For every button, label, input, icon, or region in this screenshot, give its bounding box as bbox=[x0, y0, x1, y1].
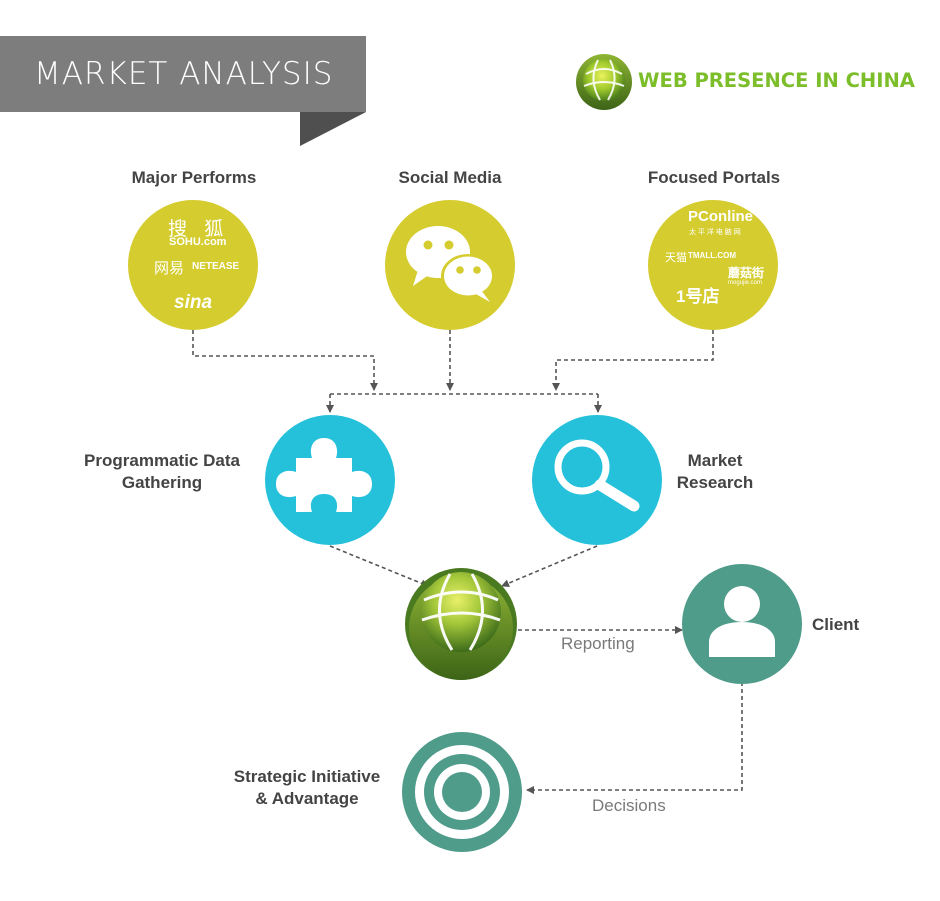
label-market-research: Market Research bbox=[676, 451, 754, 492]
hub-globe-icon bbox=[405, 568, 517, 680]
logo-mogujie: mogujie.com bbox=[728, 280, 763, 286]
page-title: MARKET ANALYSIS bbox=[34, 56, 334, 92]
logo-pconline: PConline bbox=[688, 208, 754, 225]
label-programmatic-data-gathering: Programmatic Data Gathering bbox=[84, 451, 240, 492]
brand-name: WEB PRESENCE IN CHINA bbox=[638, 69, 915, 92]
label-decisions: Decisions bbox=[592, 796, 666, 815]
label-social-media: Social Media bbox=[398, 168, 502, 187]
logo-netease: NETEASE bbox=[192, 261, 240, 272]
chat-bubbles-icon bbox=[406, 226, 495, 302]
label-strategic-initiative: Strategic Initiative & Advantage bbox=[233, 767, 381, 808]
logo-netease-cn: 网易 bbox=[154, 260, 185, 277]
logo-tmall-cn: 天猫 bbox=[665, 252, 687, 264]
logo-sina: sina bbox=[174, 292, 213, 313]
puzzle-icon bbox=[276, 438, 372, 512]
circle-market-research bbox=[532, 415, 662, 545]
magnifier-icon bbox=[554, 439, 640, 512]
title-banner bbox=[0, 36, 366, 112]
logo-sohu: SOHU.com bbox=[169, 236, 227, 248]
label-reporting: Reporting bbox=[561, 634, 635, 653]
logo-sohu-cn: 搜 狐 bbox=[168, 219, 230, 240]
logo-yhd: 1号店 bbox=[676, 287, 720, 306]
label-focused-portals: Focused Portals bbox=[647, 168, 781, 187]
person-icon bbox=[709, 586, 775, 657]
logo-tmall: TMALL.COM bbox=[688, 251, 736, 260]
logo-mogujie-cn: 蘑菇街 bbox=[728, 266, 765, 280]
label-major-performs: Major Performs bbox=[131, 168, 257, 187]
logo-pconline-cn: 太 平 洋 电 脑 网 bbox=[689, 229, 741, 236]
target-icon bbox=[402, 732, 522, 852]
circle-focused-portals bbox=[648, 200, 778, 330]
circle-major-performs bbox=[128, 200, 258, 330]
label-client: Client bbox=[812, 615, 860, 634]
connector-lines bbox=[192, 330, 743, 794]
